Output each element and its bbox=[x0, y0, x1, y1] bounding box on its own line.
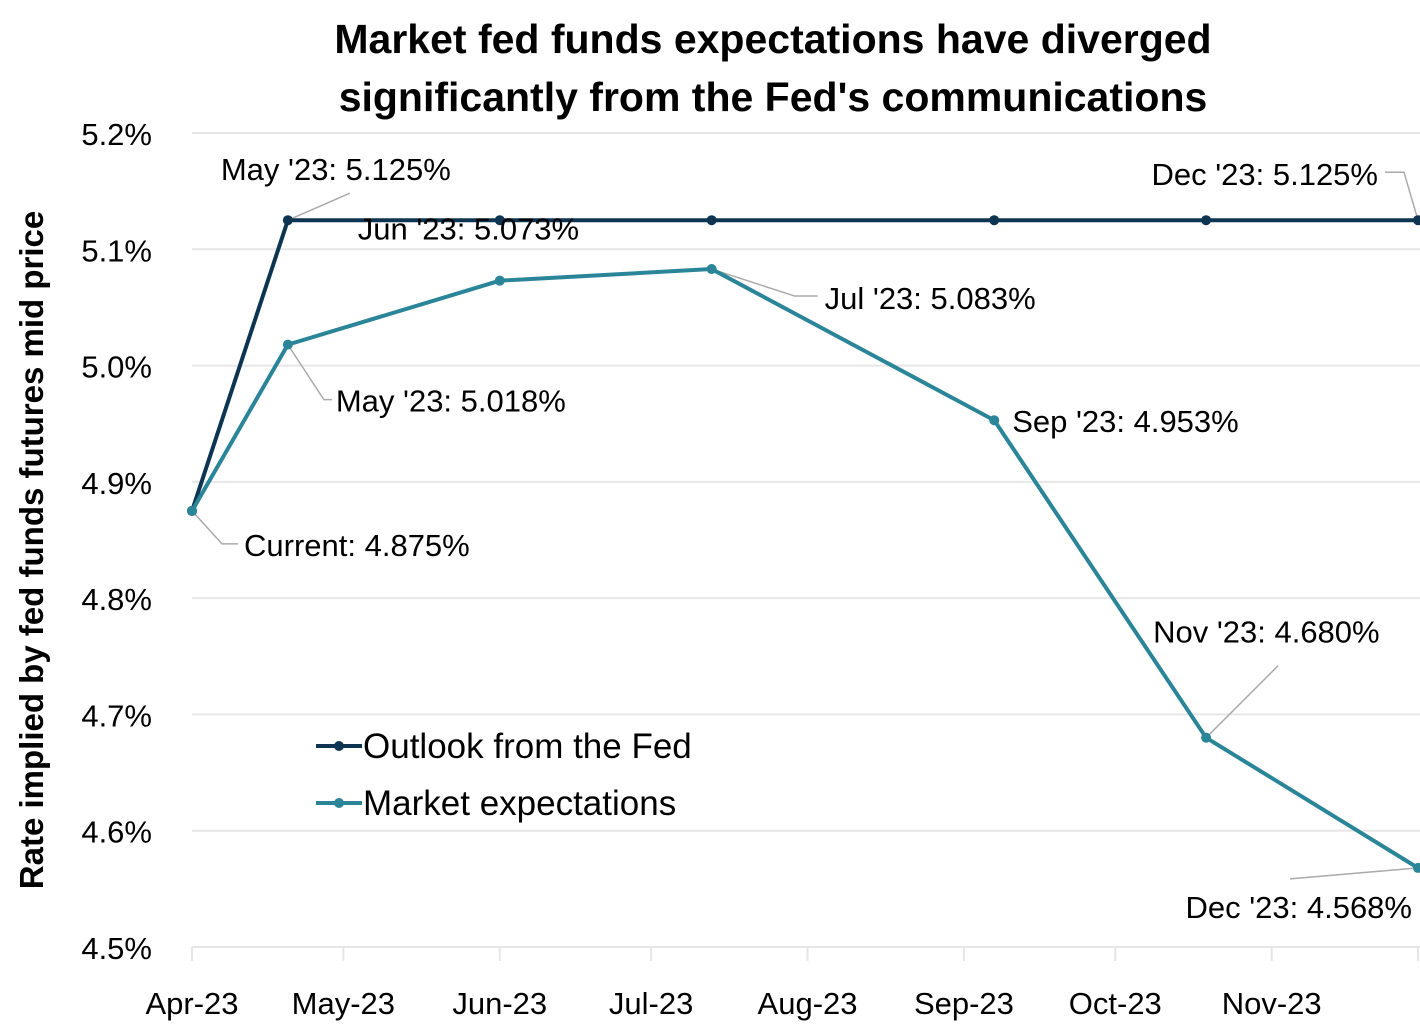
leader-line bbox=[191, 510, 238, 545]
leader-line bbox=[711, 268, 818, 297]
data-label: Dec '23: 4.568% bbox=[1185, 890, 1412, 925]
series-points bbox=[187, 215, 1420, 873]
x-tick-label: Apr-23 bbox=[145, 986, 238, 1021]
legend-label: Market expectations bbox=[363, 784, 676, 823]
chart-title-line-2: significantly from the Fed's communicati… bbox=[338, 74, 1208, 120]
x-tick-label: Aug-23 bbox=[758, 986, 858, 1021]
leader-line bbox=[287, 344, 332, 401]
data-label: Current: 4.875% bbox=[244, 528, 470, 563]
chart-title-line-1: Market fed funds expectations have diver… bbox=[334, 16, 1212, 62]
data-label: Nov '23: 4.680% bbox=[1153, 615, 1380, 650]
y-tick-label: 4.9% bbox=[81, 466, 152, 501]
x-tick-label: Jun-23 bbox=[452, 986, 547, 1021]
y-tick-label: 4.8% bbox=[81, 582, 152, 617]
x-tick-label: Sep-23 bbox=[914, 986, 1014, 1021]
data-point bbox=[706, 215, 717, 226]
legend-point-marker bbox=[334, 741, 344, 751]
x-tick-label: Nov-23 bbox=[1222, 986, 1322, 1021]
data-point bbox=[282, 215, 293, 226]
x-tick-label: Jul-23 bbox=[609, 986, 693, 1021]
legend: Outlook from the Fed Market expectations bbox=[316, 727, 692, 823]
x-tick-label: May-23 bbox=[292, 986, 395, 1021]
y-tick-label: 4.6% bbox=[81, 815, 152, 850]
data-label: Jul '23: 5.083% bbox=[825, 281, 1036, 316]
y-axis-ticks: 4.5% 4.6% 4.7% 4.8% 4.9% 5.0% 5.1% 5.2% bbox=[81, 117, 152, 966]
leader-line bbox=[287, 192, 351, 221]
y-tick-label: 4.5% bbox=[81, 931, 152, 966]
leader-line bbox=[1205, 665, 1279, 739]
data-label: May '23: 5.018% bbox=[336, 384, 566, 419]
data-point bbox=[494, 275, 505, 286]
data-point bbox=[1413, 215, 1420, 226]
data-label: Dec '23: 5.125% bbox=[1151, 157, 1378, 192]
data-label: Jun '23: 5.073% bbox=[358, 212, 579, 247]
legend-label: Outlook from the Fed bbox=[363, 727, 692, 766]
data-label: Sep '23: 4.953% bbox=[1012, 404, 1239, 439]
y-tick-label: 5.0% bbox=[81, 350, 152, 385]
leader-line bbox=[1385, 171, 1419, 221]
data-point bbox=[187, 505, 197, 516]
data-point bbox=[494, 215, 505, 226]
chart-title: Market fed funds expectations have diver… bbox=[0, 10, 1420, 126]
y-tick-label: 5.2% bbox=[81, 117, 152, 152]
data-point bbox=[706, 264, 717, 275]
data-point bbox=[989, 415, 1000, 426]
legend-point-marker bbox=[334, 798, 344, 808]
data-point bbox=[1413, 862, 1420, 873]
x-axis-ticks: Apr-23 May-23 Jun-23 Jul-23 Aug-23 Sep-23 Oct-… bbox=[145, 947, 1419, 1021]
data-labels: May '23: 5.125% Dec '23: 5.125% Current: 4… bbox=[221, 152, 1412, 925]
gridlines bbox=[192, 132, 1420, 948]
series-line-market-expectations bbox=[190, 267, 1420, 870]
data-point bbox=[1201, 732, 1212, 743]
y-tick-label: 5.1% bbox=[81, 233, 152, 268]
annotation-leader-lines bbox=[191, 171, 1419, 880]
data-point bbox=[989, 215, 1000, 226]
x-tick-label: Oct-23 bbox=[1069, 986, 1162, 1021]
leader-line bbox=[1289, 867, 1419, 880]
data-point bbox=[282, 339, 293, 350]
data-label: May '23: 5.125% bbox=[221, 152, 451, 187]
y-tick-label: 4.7% bbox=[81, 698, 152, 733]
data-point bbox=[1201, 215, 1212, 226]
